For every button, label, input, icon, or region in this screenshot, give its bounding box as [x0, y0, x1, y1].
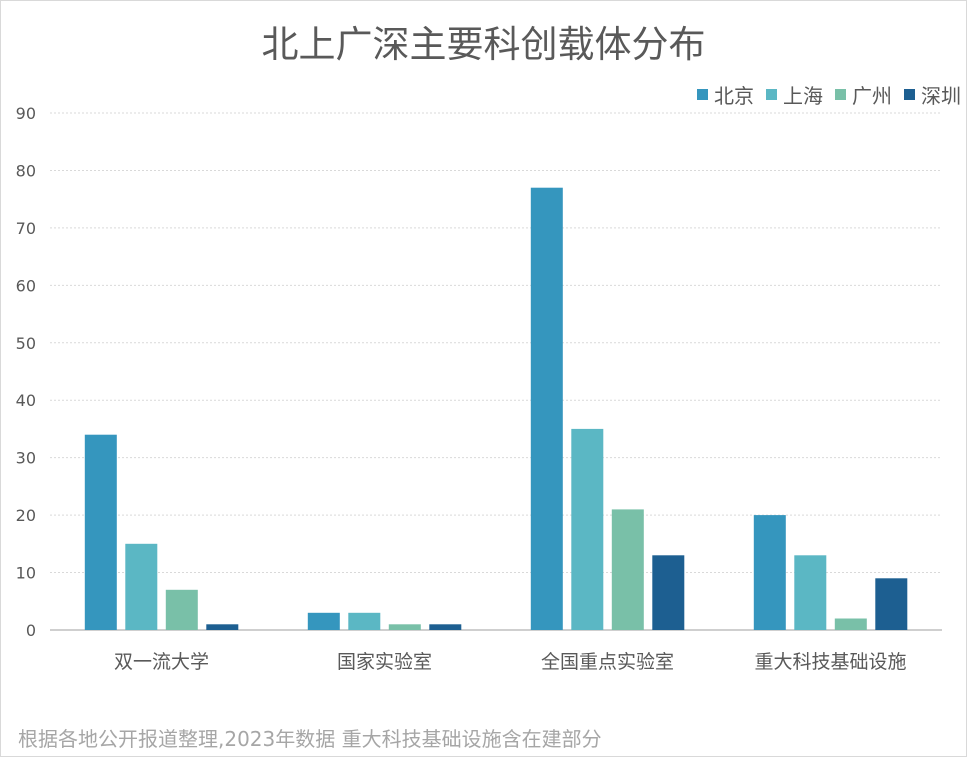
- legend-label: 上海: [783, 84, 823, 108]
- bar: [125, 543, 158, 630]
- y-tick-label: 60: [16, 276, 36, 295]
- y-axis-ticks: 0 10 20 30 40 50 60 70 80 90: [16, 104, 36, 640]
- bar: [307, 612, 340, 630]
- y-tick-label: 40: [16, 391, 36, 410]
- bar: [611, 509, 644, 630]
- y-tick-label: 70: [16, 219, 36, 238]
- legend-swatch: [904, 89, 915, 100]
- y-tick-label: 20: [16, 506, 36, 525]
- y-tick-label: 0: [26, 621, 36, 640]
- bar: [348, 612, 381, 630]
- y-tick-label: 50: [16, 334, 36, 353]
- legend-label: 北京: [714, 84, 754, 108]
- legend-item: 广州: [835, 80, 892, 109]
- legend-label: 广州: [852, 84, 892, 108]
- bar: [429, 624, 462, 630]
- y-tick-label: 80: [16, 161, 36, 180]
- x-category-label: 国家实验室: [337, 651, 432, 673]
- x-category-label: 全国重点实验室: [541, 651, 674, 673]
- bar: [206, 624, 239, 630]
- y-tick-label: 10: [16, 564, 36, 583]
- x-axis-categories: 双一流大学 国家实验室 全国重点实验室 重大科技基础设施: [114, 651, 907, 673]
- bar: [875, 578, 908, 630]
- bar: [530, 187, 563, 630]
- legend-swatch: [766, 89, 777, 100]
- legend-item: 北京: [697, 80, 754, 109]
- footnote: 根据各地公开报道整理,2023年数据 重大科技基础设施含在建部分: [18, 727, 602, 751]
- bar: [753, 515, 786, 630]
- bar: [834, 618, 867, 630]
- legend-item: 上海: [766, 80, 823, 109]
- legend-label: 深圳: [921, 84, 961, 108]
- y-tick-label: 30: [16, 449, 36, 468]
- bar: [571, 428, 604, 630]
- legend-item: 深圳: [904, 80, 961, 109]
- x-category-label: 重大科技基础设施: [754, 651, 906, 673]
- bars: [84, 187, 908, 630]
- bar: [84, 434, 117, 630]
- x-category-label: 双一流大学: [114, 651, 209, 673]
- legend-swatch: [835, 89, 846, 100]
- bar: [165, 589, 198, 630]
- chart-title: 北上广深主要科创载体分布: [261, 23, 706, 66]
- bar: [794, 555, 827, 630]
- legend-swatch: [697, 89, 708, 100]
- bar: [652, 555, 685, 630]
- y-tick-label: 90: [16, 104, 36, 123]
- gridlines: [50, 112, 942, 631]
- legend: 北京 上海 广州 深圳: [685, 80, 961, 109]
- bar: [388, 624, 421, 630]
